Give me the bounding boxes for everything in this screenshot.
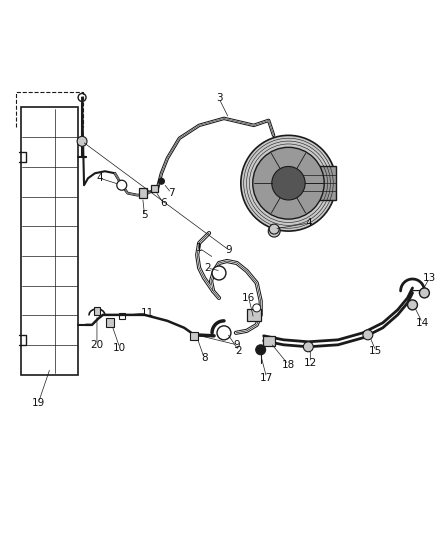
Text: 8: 8 — [201, 353, 208, 363]
Text: 19: 19 — [32, 398, 45, 408]
Text: 14: 14 — [416, 318, 429, 328]
Bar — [247, 309, 261, 321]
Text: 17: 17 — [260, 373, 273, 383]
Circle shape — [420, 288, 429, 298]
Text: 6: 6 — [160, 198, 167, 208]
Text: 16: 16 — [242, 293, 255, 303]
Circle shape — [159, 178, 164, 184]
Bar — [21, 108, 78, 375]
Text: 9: 9 — [233, 340, 240, 350]
Text: 1: 1 — [196, 243, 202, 253]
Circle shape — [117, 180, 127, 190]
Text: 4: 4 — [305, 218, 311, 228]
Text: 2: 2 — [236, 346, 242, 356]
Circle shape — [253, 147, 324, 219]
Text: 7: 7 — [168, 188, 175, 198]
Text: 20: 20 — [90, 340, 103, 350]
Circle shape — [256, 345, 265, 355]
Circle shape — [407, 300, 417, 310]
Text: 5: 5 — [141, 210, 148, 220]
Bar — [289, 166, 336, 200]
Bar — [263, 336, 275, 346]
Text: 15: 15 — [369, 346, 382, 356]
Bar — [106, 318, 114, 327]
Text: 2: 2 — [204, 263, 210, 273]
Bar — [119, 313, 125, 319]
Circle shape — [363, 330, 373, 340]
Circle shape — [241, 135, 336, 231]
Text: 13: 13 — [423, 273, 436, 283]
Circle shape — [272, 166, 305, 200]
Bar — [138, 188, 147, 198]
Text: 3: 3 — [215, 93, 223, 103]
Bar — [190, 332, 198, 340]
Circle shape — [77, 136, 87, 147]
Circle shape — [304, 342, 313, 352]
Text: 12: 12 — [304, 358, 317, 368]
Bar — [94, 307, 100, 315]
Circle shape — [268, 225, 280, 237]
Circle shape — [253, 304, 261, 312]
Text: 18: 18 — [282, 360, 295, 370]
Circle shape — [212, 266, 226, 280]
Text: 4: 4 — [97, 173, 103, 183]
Text: 9: 9 — [226, 245, 232, 255]
Bar — [151, 185, 158, 192]
Text: 11: 11 — [141, 308, 154, 318]
Text: 10: 10 — [113, 343, 126, 353]
Circle shape — [217, 326, 231, 340]
Circle shape — [269, 224, 279, 234]
